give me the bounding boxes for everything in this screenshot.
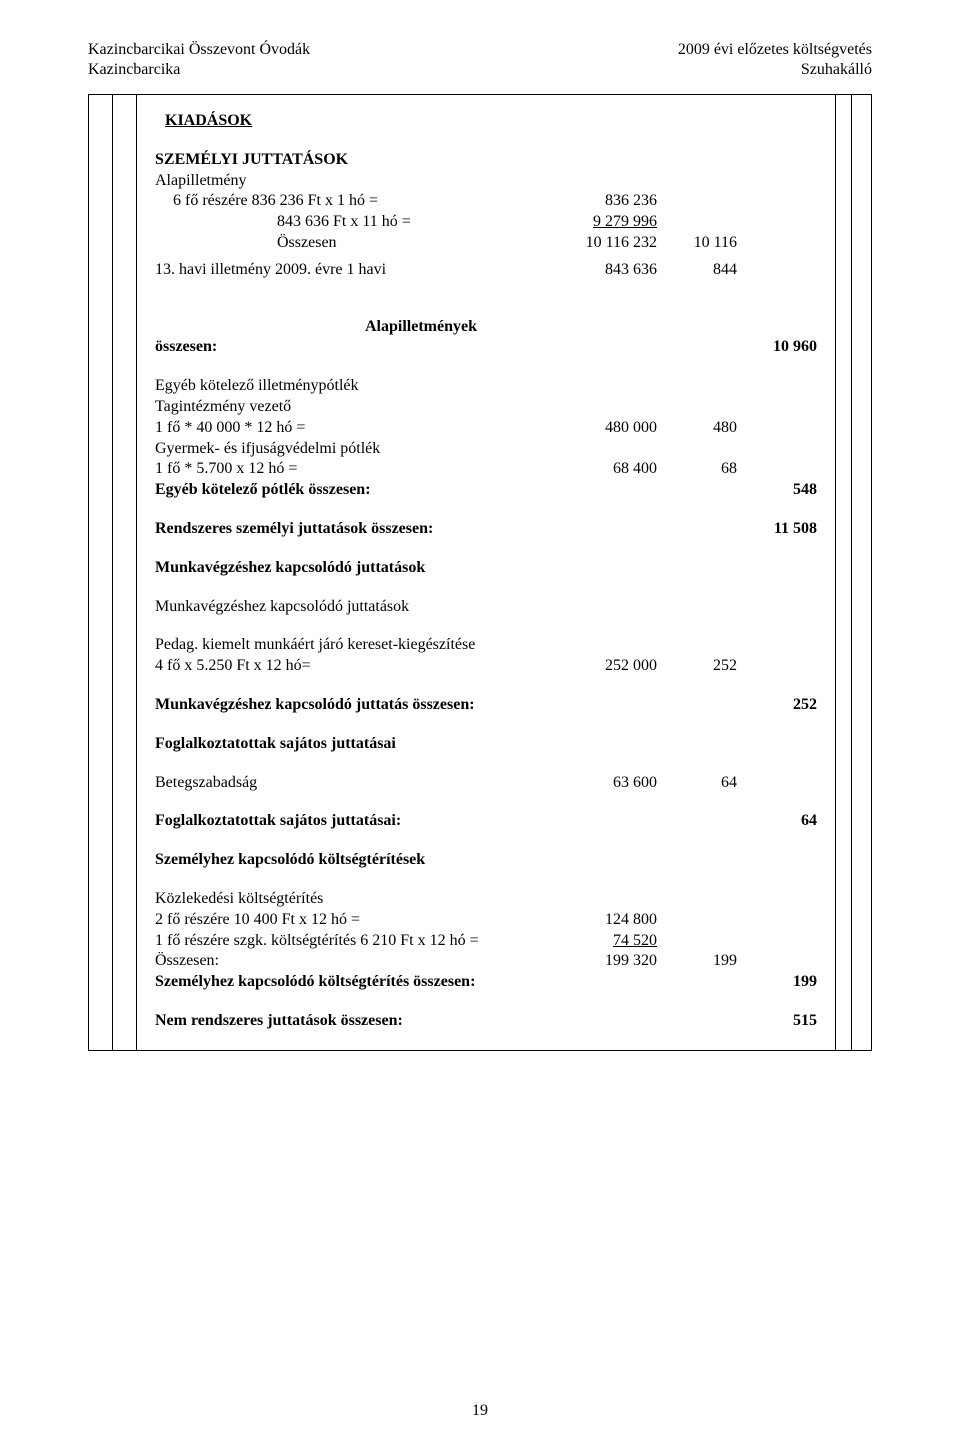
- value2: [657, 191, 737, 212]
- sec1-heading: SZEMÉLYI JUTTATÁSOK: [155, 150, 817, 171]
- sec2-heading: Alapilletmények: [155, 317, 557, 338]
- label: 1 fő * 40 000 * 12 hó =: [155, 418, 557, 439]
- label: 13. havi illetmény 2009. évre 1 havi: [155, 260, 557, 281]
- sec5-h2: Munkavégzéshez kapcsolódó juttatások: [155, 597, 817, 618]
- sec5-line1: Pedag. kiemelt munkáért járó kereset-kie…: [155, 635, 817, 656]
- col-margin-1: [89, 95, 113, 1050]
- value3: 199: [737, 972, 817, 993]
- value: 9 279 996: [557, 212, 657, 233]
- sec5-r2: Munkavégzéshez kapcsolódó juttatás össze…: [155, 695, 817, 716]
- value: 63 600: [557, 773, 657, 794]
- label: 1 fő * 5.700 x 12 hó =: [155, 459, 557, 480]
- value2: 199: [657, 951, 737, 972]
- sec7-h: Személyhez kapcsolódó költségtérítések: [155, 850, 817, 871]
- value: 10 116 232: [557, 233, 657, 254]
- sec1-r3: Összesen 10 116 232 10 116: [155, 233, 817, 254]
- label: Egyéb kötelező pótlék összesen:: [155, 480, 557, 501]
- value3: [737, 212, 817, 233]
- page-number: 19: [0, 1402, 960, 1420]
- sec8-r1: Nem rendszeres juttatások összesen: 515: [155, 1011, 817, 1032]
- col-margin-4: [852, 95, 872, 1050]
- value: 199 320: [557, 951, 657, 972]
- value2: 252: [657, 656, 737, 677]
- value3: 64: [737, 811, 817, 832]
- page-header: Kazincbarcikai Összevont Óvodák Kazincba…: [88, 40, 872, 80]
- sec7-line1: Közlekedési költségtérítés: [155, 889, 817, 910]
- value2: 10 116: [657, 233, 737, 254]
- label: Nem rendszeres juttatások összesen:: [155, 1011, 557, 1032]
- sec1-r4: 13. havi illetmény 2009. évre 1 havi 843…: [155, 260, 817, 281]
- label: Személyhez kapcsolódó költségtérítés öss…: [155, 972, 557, 993]
- value2: [657, 212, 737, 233]
- sec3-line3: Gyermek- és ifjuságvédelmi pótlék: [155, 439, 817, 460]
- sec6-r2: Foglalkoztatottak sajátos juttatásai: 64: [155, 811, 817, 832]
- value: 480 000: [557, 418, 657, 439]
- value3: 10 960: [737, 337, 817, 358]
- sec7-r3: Összesen: 199 320 199: [155, 951, 817, 972]
- value3: 252: [737, 695, 817, 716]
- label: Rendszeres személyi juttatások összesen:: [155, 519, 557, 540]
- value: 68 400: [557, 459, 657, 480]
- sec3-r1: 1 fő * 40 000 * 12 hó = 480 000 480: [155, 418, 817, 439]
- value: 74 520: [557, 931, 657, 952]
- label: Összesen: [155, 233, 557, 254]
- sec4-r1: Rendszeres személyi juttatások összesen:…: [155, 519, 817, 540]
- sec6-h: Foglalkoztatottak sajátos juttatásai: [155, 734, 817, 755]
- value2: 68: [657, 459, 737, 480]
- value: 843 636: [557, 260, 657, 281]
- title: KIADÁSOK: [165, 111, 817, 132]
- label: 2 fő részére 10 400 Ft x 12 hó =: [155, 910, 557, 931]
- value: 836 236: [557, 191, 657, 212]
- sec2-heading-row: Alapilletmények: [155, 317, 817, 338]
- sec3-line1: Egyéb kötelező illetménypótlék: [155, 376, 817, 397]
- sec1-sub: Alapilletmény: [155, 171, 817, 192]
- value3: [737, 233, 817, 254]
- sec3-r2: 1 fő * 5.700 x 12 hó = 68 400 68: [155, 459, 817, 480]
- value3: 515: [737, 1011, 817, 1032]
- value2: 844: [657, 260, 737, 281]
- header-left-2: Kazincbarcika: [88, 60, 310, 80]
- label: Összesen:: [155, 951, 557, 972]
- label: 4 fő x 5.250 Ft x 12 hó=: [155, 656, 557, 677]
- label: 6 fő részére 836 236 Ft x 1 hó =: [155, 191, 557, 212]
- value3: 11 508: [737, 519, 817, 540]
- label: Betegszabadság: [155, 773, 557, 794]
- sec3-r3: Egyéb kötelező pótlék összesen: 548: [155, 480, 817, 501]
- col-main: KIADÁSOK SZEMÉLYI JUTTATÁSOK Alapilletmé…: [137, 95, 836, 1050]
- header-right-1: 2009 évi előzetes költségvetés: [678, 40, 872, 60]
- label: összesen:: [155, 337, 557, 358]
- sec7-r1: 2 fő részére 10 400 Ft x 12 hó = 124 800: [155, 910, 817, 931]
- sec7-r2: 1 fő részére szgk. költségtérítés 6 210 …: [155, 931, 817, 952]
- sec5-r1: 4 fő x 5.250 Ft x 12 hó= 252 000 252: [155, 656, 817, 677]
- col-margin-3: [836, 95, 852, 1050]
- sec2-total: összesen: 10 960: [155, 337, 817, 358]
- sec7-r4: Személyhez kapcsolódó költségtérítés öss…: [155, 972, 817, 993]
- header-right-2: Szuhakálló: [678, 60, 872, 80]
- value3: [737, 191, 817, 212]
- col-margin-2: [113, 95, 137, 1050]
- value3: 548: [737, 480, 817, 501]
- label: Foglalkoztatottak sajátos juttatásai:: [155, 811, 557, 832]
- header-left-1: Kazincbarcikai Összevont Óvodák: [88, 40, 310, 60]
- value: 124 800: [557, 910, 657, 931]
- layout-table: KIADÁSOK SZEMÉLYI JUTTATÁSOK Alapilletmé…: [88, 95, 872, 1050]
- sec5-h1: Munkavégzéshez kapcsolódó juttatások: [155, 558, 817, 579]
- label: 843 636 Ft x 11 hó =: [155, 212, 557, 233]
- value2: 480: [657, 418, 737, 439]
- label: Munkavégzéshez kapcsolódó juttatás össze…: [155, 695, 557, 716]
- content-frame: KIADÁSOK SZEMÉLYI JUTTATÁSOK Alapilletmé…: [88, 94, 872, 1051]
- value: 252 000: [557, 656, 657, 677]
- sec3-line2: Tagintézmény vezető: [155, 397, 817, 418]
- value2: 64: [657, 773, 737, 794]
- sec1-r2: 843 636 Ft x 11 hó = 9 279 996: [155, 212, 817, 233]
- label: 1 fő részére szgk. költségtérítés 6 210 …: [155, 931, 557, 952]
- sec1-r1: 6 fő részére 836 236 Ft x 1 hó = 836 236: [155, 191, 817, 212]
- value3: [737, 260, 817, 281]
- sec6-r1: Betegszabadság 63 600 64: [155, 773, 817, 794]
